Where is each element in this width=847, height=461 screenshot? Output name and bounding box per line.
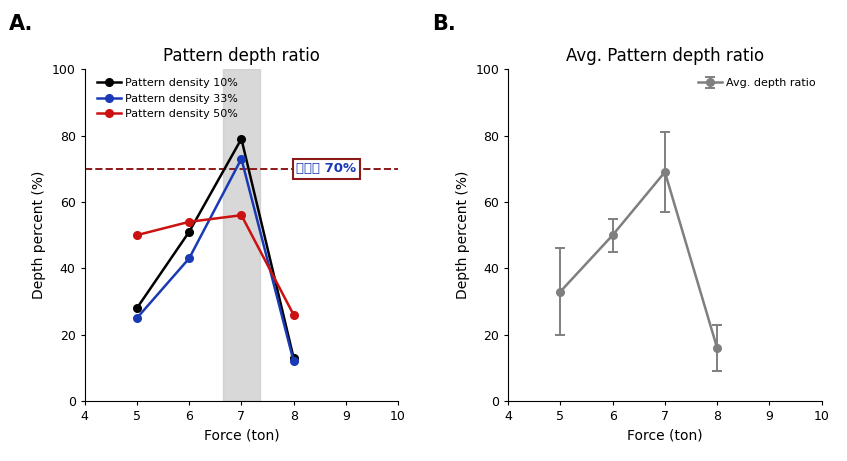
Line: Pattern density 33%: Pattern density 33% bbox=[133, 155, 297, 365]
Line: Pattern density 10%: Pattern density 10% bbox=[133, 135, 297, 362]
Line: Pattern density 50%: Pattern density 50% bbox=[133, 212, 297, 319]
Pattern density 33% bbox=[184, 255, 194, 261]
Pattern density 50% bbox=[236, 213, 246, 218]
Pattern density 10% bbox=[289, 355, 299, 361]
Text: 각인률 70%: 각인률 70% bbox=[296, 162, 357, 175]
Pattern density 10% bbox=[184, 229, 194, 235]
Text: B.: B. bbox=[432, 14, 456, 34]
X-axis label: Force (ton): Force (ton) bbox=[627, 429, 703, 443]
Pattern density 33% bbox=[132, 315, 142, 321]
Y-axis label: Depth percent (%): Depth percent (%) bbox=[32, 171, 47, 299]
Pattern density 33% bbox=[236, 156, 246, 161]
Legend: Avg. depth ratio: Avg. depth ratio bbox=[698, 78, 816, 88]
Pattern density 33% bbox=[289, 359, 299, 364]
Text: A.: A. bbox=[8, 14, 33, 34]
Pattern density 50% bbox=[289, 312, 299, 318]
Pattern density 50% bbox=[132, 232, 142, 238]
Pattern density 10% bbox=[132, 305, 142, 311]
Pattern density 50% bbox=[184, 219, 194, 225]
X-axis label: Force (ton): Force (ton) bbox=[203, 429, 280, 443]
Title: Avg. Pattern depth ratio: Avg. Pattern depth ratio bbox=[566, 47, 764, 65]
Y-axis label: Depth percent (%): Depth percent (%) bbox=[456, 171, 470, 299]
Title: Pattern depth ratio: Pattern depth ratio bbox=[163, 47, 320, 65]
Pattern density 10% bbox=[236, 136, 246, 142]
Bar bbox=[223, 69, 260, 401]
Legend: Pattern density 10%, Pattern density 33%, Pattern density 50%: Pattern density 10%, Pattern density 33%… bbox=[97, 78, 238, 119]
